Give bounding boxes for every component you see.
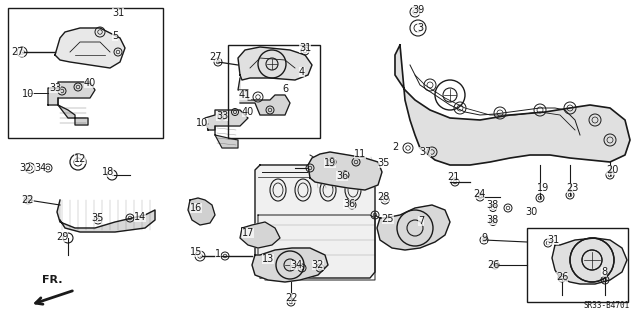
Text: 38: 38 bbox=[486, 200, 498, 210]
Text: FR.: FR. bbox=[42, 275, 62, 285]
Text: 10: 10 bbox=[22, 89, 34, 99]
Text: 21: 21 bbox=[447, 172, 459, 182]
Text: 29: 29 bbox=[56, 232, 68, 242]
Polygon shape bbox=[240, 222, 280, 248]
Text: 34: 34 bbox=[290, 260, 302, 270]
Text: 2: 2 bbox=[392, 142, 398, 152]
Text: 26: 26 bbox=[487, 260, 499, 270]
Text: 11: 11 bbox=[354, 149, 366, 159]
Bar bbox=[228, 45, 320, 138]
Text: 18: 18 bbox=[102, 167, 114, 177]
Text: 41: 41 bbox=[239, 90, 251, 100]
Text: 17: 17 bbox=[242, 228, 254, 238]
Text: 22: 22 bbox=[22, 195, 35, 205]
Polygon shape bbox=[57, 200, 155, 232]
Polygon shape bbox=[48, 82, 95, 105]
Text: 1: 1 bbox=[215, 249, 221, 259]
Text: 31: 31 bbox=[112, 8, 124, 18]
Text: 23: 23 bbox=[566, 183, 578, 193]
Polygon shape bbox=[552, 238, 627, 284]
Bar bbox=[527, 228, 628, 302]
Text: 10: 10 bbox=[196, 118, 208, 128]
Text: 31: 31 bbox=[547, 235, 559, 245]
Polygon shape bbox=[255, 165, 375, 278]
Text: SR33-B4701: SR33-B4701 bbox=[584, 301, 630, 310]
Text: 4: 4 bbox=[299, 67, 305, 77]
Bar bbox=[8, 8, 163, 138]
Text: 12: 12 bbox=[74, 154, 86, 164]
Polygon shape bbox=[215, 126, 238, 148]
Text: 27: 27 bbox=[12, 47, 24, 57]
Text: 28: 28 bbox=[377, 192, 389, 202]
Text: 9: 9 bbox=[481, 233, 487, 243]
Text: 37: 37 bbox=[419, 147, 431, 157]
Text: 15: 15 bbox=[190, 247, 202, 257]
Text: 36: 36 bbox=[336, 171, 348, 181]
Text: 13: 13 bbox=[262, 254, 274, 264]
Polygon shape bbox=[252, 248, 328, 282]
Text: 31: 31 bbox=[299, 43, 311, 53]
Text: 22: 22 bbox=[285, 293, 297, 303]
Polygon shape bbox=[395, 45, 630, 165]
Polygon shape bbox=[55, 28, 125, 68]
Text: 7: 7 bbox=[418, 216, 424, 226]
Text: 32: 32 bbox=[312, 260, 324, 270]
Text: 8: 8 bbox=[601, 267, 607, 277]
Text: 25: 25 bbox=[381, 214, 394, 224]
Polygon shape bbox=[308, 152, 382, 190]
Text: 27: 27 bbox=[209, 52, 221, 62]
Polygon shape bbox=[205, 110, 248, 130]
Text: 40: 40 bbox=[84, 78, 96, 88]
Polygon shape bbox=[377, 205, 450, 250]
Text: 26: 26 bbox=[556, 272, 568, 282]
Text: 34: 34 bbox=[34, 163, 46, 173]
Text: 16: 16 bbox=[190, 203, 202, 213]
Polygon shape bbox=[188, 198, 215, 225]
Text: 14: 14 bbox=[134, 212, 146, 222]
Text: 40: 40 bbox=[242, 107, 254, 117]
Text: 35: 35 bbox=[378, 158, 390, 168]
Text: 30: 30 bbox=[525, 207, 537, 217]
Text: 5: 5 bbox=[112, 31, 118, 41]
Text: 19: 19 bbox=[324, 158, 336, 168]
Text: 19: 19 bbox=[537, 183, 549, 193]
Text: 32: 32 bbox=[19, 163, 31, 173]
Polygon shape bbox=[238, 47, 312, 80]
Text: 39: 39 bbox=[412, 5, 424, 15]
Text: 36: 36 bbox=[343, 199, 355, 209]
Text: 24: 24 bbox=[473, 189, 485, 199]
Text: 3: 3 bbox=[417, 23, 423, 33]
Text: 33: 33 bbox=[49, 83, 61, 93]
Polygon shape bbox=[238, 78, 290, 115]
Text: 6: 6 bbox=[282, 84, 288, 94]
Text: 20: 20 bbox=[606, 165, 618, 175]
Text: 38: 38 bbox=[486, 215, 498, 225]
Text: 33: 33 bbox=[216, 111, 228, 121]
Polygon shape bbox=[58, 98, 88, 125]
Text: 35: 35 bbox=[91, 213, 103, 223]
